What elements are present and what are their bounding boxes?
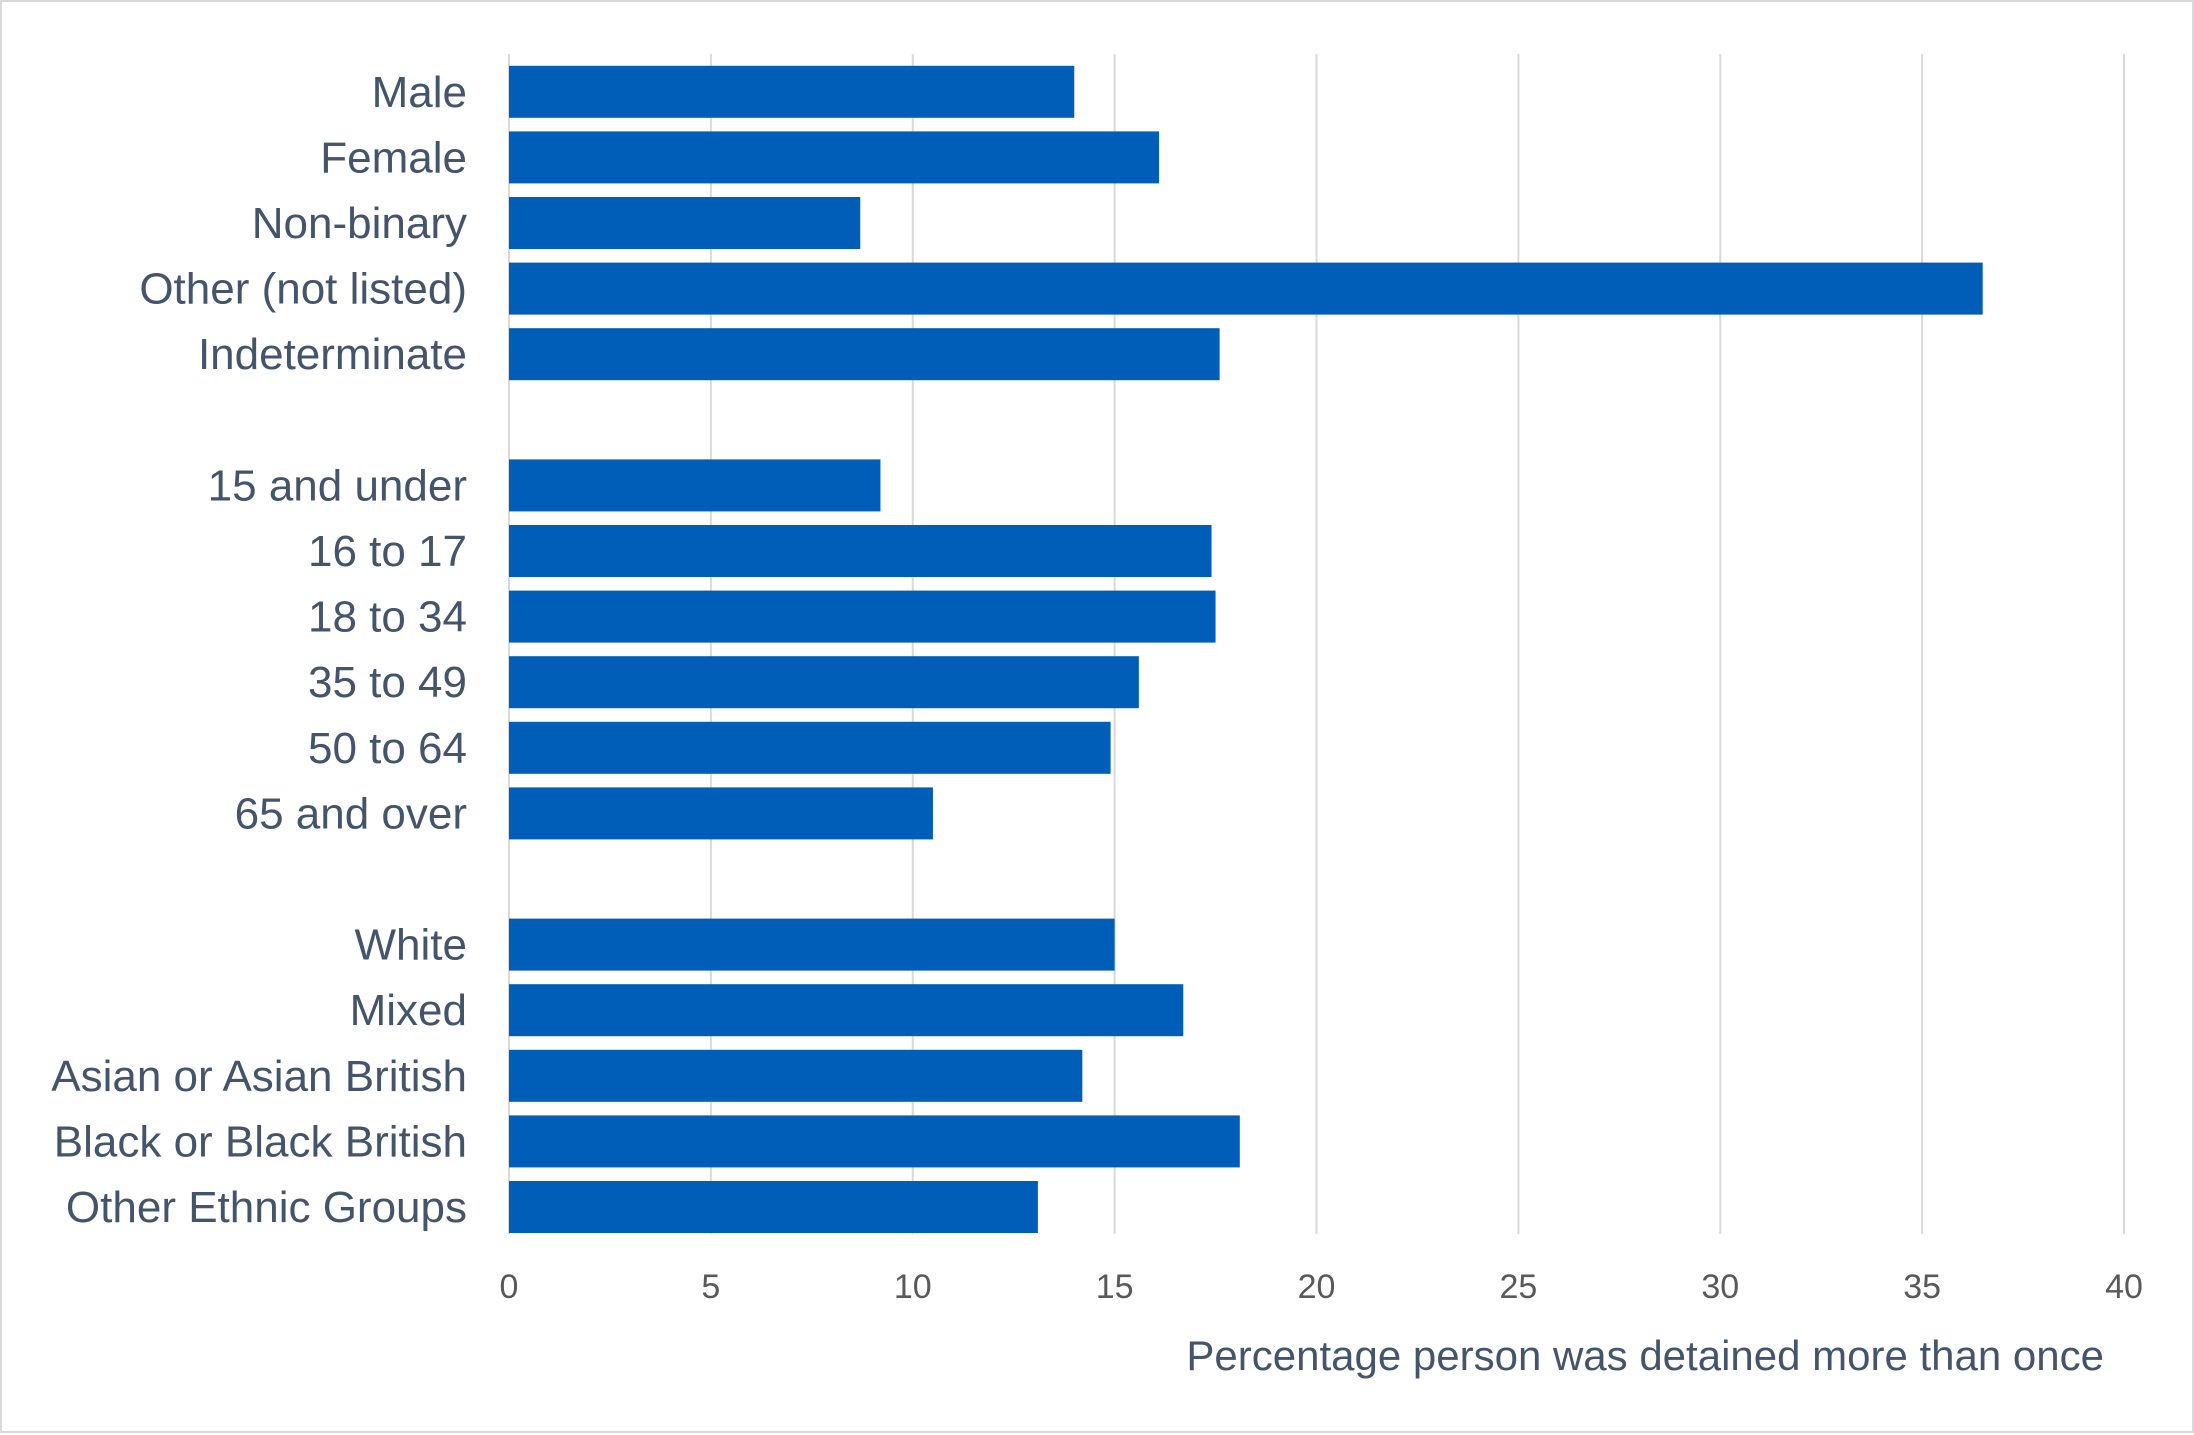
bar-18-to-34 xyxy=(509,590,1216,643)
category-label: White xyxy=(355,921,467,970)
bar-white xyxy=(509,918,1115,971)
x-tick-label-20: 20 xyxy=(1298,1268,1336,1306)
category-label: Female xyxy=(320,133,467,182)
bar-black-or-black-british xyxy=(509,1115,1240,1168)
gridlines xyxy=(508,54,2125,1234)
category-label: 15 and under xyxy=(208,461,467,510)
bar-16-to-17 xyxy=(509,525,1212,577)
category-label: Other Ethnic Groups xyxy=(66,1183,467,1232)
x-tick-label-10: 10 xyxy=(894,1268,932,1306)
category-label: 50 to 64 xyxy=(308,724,467,773)
x-axis-title: Percentage person was detained more than… xyxy=(1186,1332,2104,1379)
x-tick-label-0: 0 xyxy=(500,1268,519,1306)
bar-50-to-64 xyxy=(509,721,1111,774)
x-tick-label-15: 15 xyxy=(1096,1268,1134,1306)
category-label: Non-binary xyxy=(252,199,467,248)
bar-15-and-under xyxy=(509,459,881,512)
bar-asian-or-asian-british xyxy=(509,1049,1083,1102)
category-label: Black or Black British xyxy=(54,1117,467,1166)
bar-65-and-over xyxy=(509,787,933,840)
category-label: 18 to 34 xyxy=(308,593,467,642)
x-tick-label-30: 30 xyxy=(1701,1268,1739,1306)
x-tick-labels: 0 5 10 15 20 25 30 35 40 xyxy=(500,1268,2143,1306)
bar-other-not-listed xyxy=(509,262,1983,315)
category-label: 35 to 49 xyxy=(308,658,467,707)
bar-male xyxy=(509,65,1075,118)
x-tick-label-5: 5 xyxy=(701,1268,720,1306)
category-label: Indeterminate xyxy=(198,330,467,379)
x-tick-label-35: 35 xyxy=(1903,1268,1941,1306)
category-labels: Male Female Non-binary Other (not listed) In… xyxy=(51,68,467,1232)
bar-35-to-49 xyxy=(509,656,1139,709)
x-tick-label-25: 25 xyxy=(1499,1268,1537,1306)
bar-female xyxy=(509,131,1160,184)
bar-other-ethnic-groups xyxy=(509,1181,1038,1233)
category-label: 16 to 17 xyxy=(308,527,467,576)
category-label: Asian or Asian British xyxy=(51,1052,467,1101)
category-label: Other (not listed) xyxy=(139,265,467,314)
category-label: Mixed xyxy=(350,986,467,1035)
x-tick-label-40: 40 xyxy=(2105,1268,2143,1306)
bar-non-binary xyxy=(509,197,861,249)
bar-indeterminate xyxy=(509,328,1220,381)
category-label: Male xyxy=(372,68,467,117)
bar-mixed xyxy=(509,984,1184,1037)
category-label: 65 and over xyxy=(235,789,467,838)
bars xyxy=(509,65,1983,1233)
